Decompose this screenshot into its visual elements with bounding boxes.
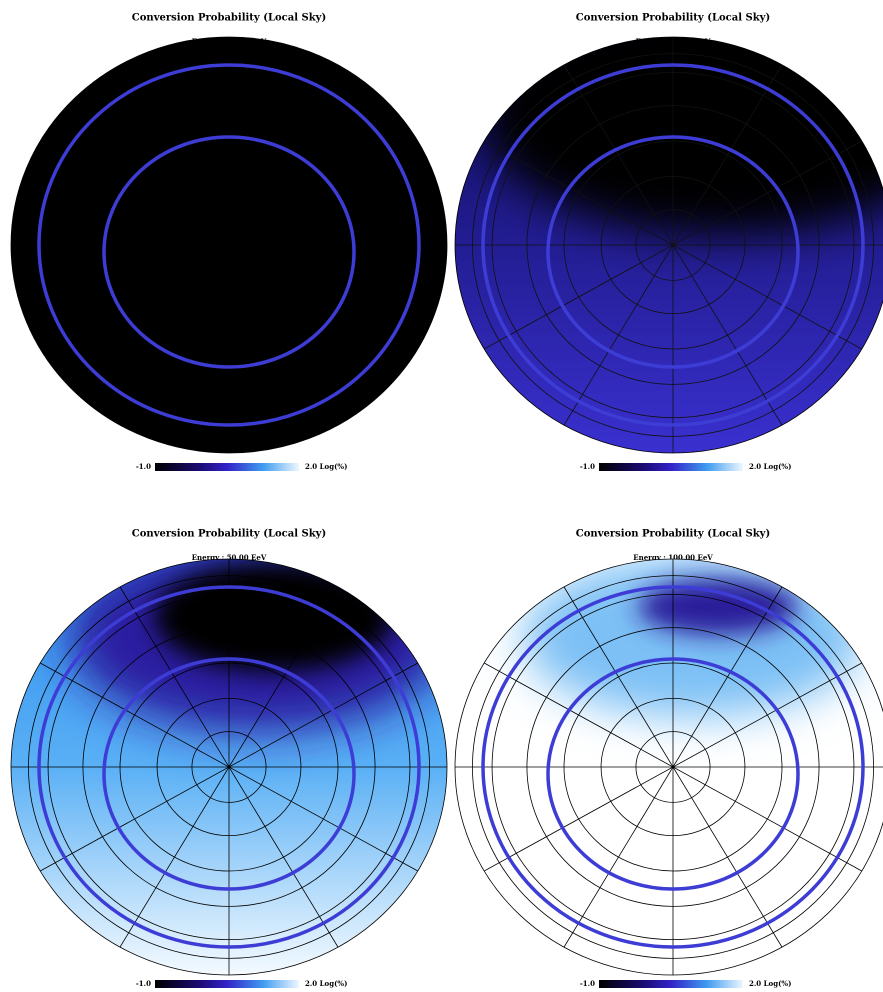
- panel: Conversion Probability (Local Sky)Energy…: [454, 13, 883, 471]
- colorbar-max: 2.0 Log(%): [749, 462, 791, 471]
- panel-title: Conversion Probability (Local Sky): [132, 13, 326, 24]
- grid-radial: [484, 140, 862, 350]
- sky-map: [455, 37, 883, 453]
- panel: Conversion Probability (Local Sky)Energy…: [10, 13, 448, 471]
- map-outline: [10, 558, 448, 976]
- colorbar-max: 2.0 Log(%): [305, 979, 347, 988]
- colorbar: [155, 980, 299, 988]
- grid-radial: [484, 662, 862, 872]
- colorbar-min: -1.0: [136, 462, 151, 471]
- colorbar: [599, 463, 743, 471]
- outer-ring: [481, 585, 865, 949]
- sky-map: [455, 559, 883, 975]
- colorbar-min: -1.0: [580, 462, 595, 471]
- colorbar-max: 2.0 Log(%): [305, 462, 347, 471]
- dark-region: [154, 562, 394, 672]
- inner-ring: [102, 135, 356, 369]
- panel-title: Conversion Probability (Local Sky): [576, 529, 770, 540]
- map-outline: [454, 36, 883, 454]
- sky-map: [11, 37, 447, 453]
- inner-ring: [102, 657, 356, 891]
- panel: Conversion Probability (Local Sky) Energy…: [454, 529, 883, 988]
- inner-ring: [546, 657, 800, 891]
- map-outline: [454, 558, 883, 976]
- colorbar-max: 2.0 Log(%): [749, 979, 791, 988]
- outer-ring: [37, 585, 421, 949]
- map-outline: [10, 36, 448, 454]
- colorbar-min: -1.0: [580, 979, 595, 988]
- outer-ring: [481, 63, 865, 427]
- grid-radial: [40, 662, 418, 872]
- panel-title: Conversion Probability (Local Sky): [132, 529, 326, 540]
- energy-label: Energy : 50.00 EeV: [192, 553, 267, 562]
- colorbar: [599, 980, 743, 988]
- map-background: [11, 37, 447, 453]
- navy-region: [638, 579, 798, 635]
- energy-label: Energy : 100.00 EeV: [633, 553, 713, 562]
- inner-ring: [546, 135, 800, 369]
- colorbar-min: -1.0: [136, 979, 151, 988]
- sky-map: [11, 559, 447, 975]
- colorbar: [155, 463, 299, 471]
- panels: Conversion Probability (Local Sky) Energy…: [10, 13, 883, 988]
- panel: Conversion Probability (Local Sky) Energy…: [10, 529, 448, 988]
- panel-title: Conversion Probability (Local Sky): [576, 13, 770, 24]
- outer-ring: [37, 63, 421, 427]
